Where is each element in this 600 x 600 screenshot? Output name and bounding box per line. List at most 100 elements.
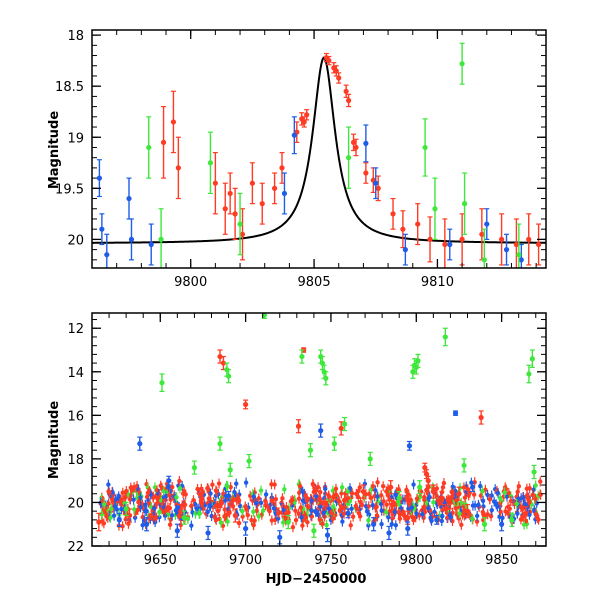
baseline-point (200, 489, 205, 495)
blue-data-point (96, 175, 103, 181)
green-data-point (481, 521, 488, 527)
baseline-point (347, 485, 353, 491)
red-data-point (342, 497, 348, 503)
baseline-point (157, 509, 162, 515)
baseline-point (324, 522, 329, 528)
blue-data-point (148, 241, 154, 248)
baseline-point (406, 506, 411, 511)
baseline-point (120, 523, 125, 529)
green-data-point (227, 467, 233, 473)
baseline-point (356, 488, 361, 494)
baseline-point (526, 498, 531, 503)
baseline-point (152, 506, 157, 511)
top-ytick-label: 18.5 (55, 80, 84, 95)
baseline-point (393, 522, 399, 528)
red-data-point (430, 488, 436, 495)
bottom-ytick-label: 22 (67, 540, 84, 555)
baseline-point (167, 505, 173, 511)
baseline-point (195, 486, 200, 492)
blue-data-point (174, 528, 180, 534)
blue-data-point (371, 521, 377, 527)
baseline-point (124, 488, 129, 494)
baseline-point (359, 502, 365, 508)
red-data-point (304, 112, 310, 118)
baseline-point (189, 503, 194, 509)
red-data-point (439, 495, 445, 501)
red-data-point (212, 180, 218, 186)
green-data-point (529, 356, 535, 362)
top-xtick-label: 9800 (174, 275, 207, 290)
baseline-point (495, 490, 501, 496)
red-data-point (425, 478, 431, 484)
baseline-point (480, 498, 486, 503)
baseline-point (521, 522, 527, 527)
baseline-point (178, 522, 183, 528)
red-data-point (390, 211, 396, 217)
red-data-point (464, 508, 471, 514)
baseline-point (489, 493, 494, 498)
red-data-point (343, 88, 349, 94)
model-fit-curve (92, 56, 546, 244)
baseline-point (414, 511, 419, 516)
baseline-point (309, 508, 314, 513)
baseline-point (524, 486, 530, 491)
baseline-point (166, 485, 171, 490)
red-data-point (249, 180, 255, 186)
baseline-point (310, 481, 316, 487)
baseline-point (349, 491, 355, 496)
blue-data-point (137, 441, 143, 447)
baseline-point (522, 502, 528, 507)
bottom-ytick-label: 12 (67, 322, 84, 337)
green-data-point (346, 155, 352, 161)
baseline-point (222, 507, 228, 512)
baseline-point (444, 505, 450, 511)
baseline-point (313, 508, 318, 514)
baseline-point (330, 516, 336, 521)
bottom-plot-area (96, 313, 543, 545)
baseline-point (154, 501, 160, 506)
baseline-point (170, 484, 175, 490)
red-data-point (227, 190, 233, 197)
baseline-point (269, 482, 274, 487)
blue-data-point (277, 534, 283, 540)
baseline-point (426, 505, 431, 511)
baseline-point (515, 511, 520, 516)
green-data-point (159, 380, 165, 386)
baseline-point (309, 514, 315, 519)
red-data-point (526, 236, 532, 242)
baseline-point (303, 493, 308, 499)
green-data-point (319, 360, 326, 366)
red-data-point (295, 423, 302, 429)
red-data-point (422, 465, 428, 471)
top-xtick-label: 9810 (421, 275, 454, 290)
baseline-point (481, 504, 486, 509)
baseline-point (288, 499, 294, 504)
baseline-point (112, 504, 118, 509)
baseline-point (411, 482, 416, 487)
baseline-point (131, 497, 136, 502)
baseline-point (144, 508, 149, 514)
baseline-point (471, 492, 477, 497)
baseline-point (153, 515, 158, 520)
baseline-point (106, 482, 111, 487)
baseline-point (381, 499, 386, 504)
bottom-xlabel: HJD−2450000 (266, 572, 367, 587)
baseline-point (99, 512, 104, 517)
blue-data-point (499, 521, 505, 527)
red-data-point (459, 236, 465, 242)
baseline-point (118, 499, 124, 504)
baseline-point (205, 509, 210, 515)
baseline-point (401, 513, 407, 518)
baseline-point (157, 515, 162, 520)
red-data-point (326, 58, 332, 64)
red-data-point (279, 165, 285, 171)
green-data-point (331, 441, 337, 447)
baseline-point (336, 499, 342, 504)
baseline-point (300, 498, 306, 503)
baseline-point (368, 495, 374, 501)
blue-data-point (116, 517, 122, 523)
blue-data-point (470, 484, 476, 490)
baseline-point (389, 521, 394, 527)
baseline-point (243, 480, 249, 485)
baseline-point (143, 502, 148, 508)
